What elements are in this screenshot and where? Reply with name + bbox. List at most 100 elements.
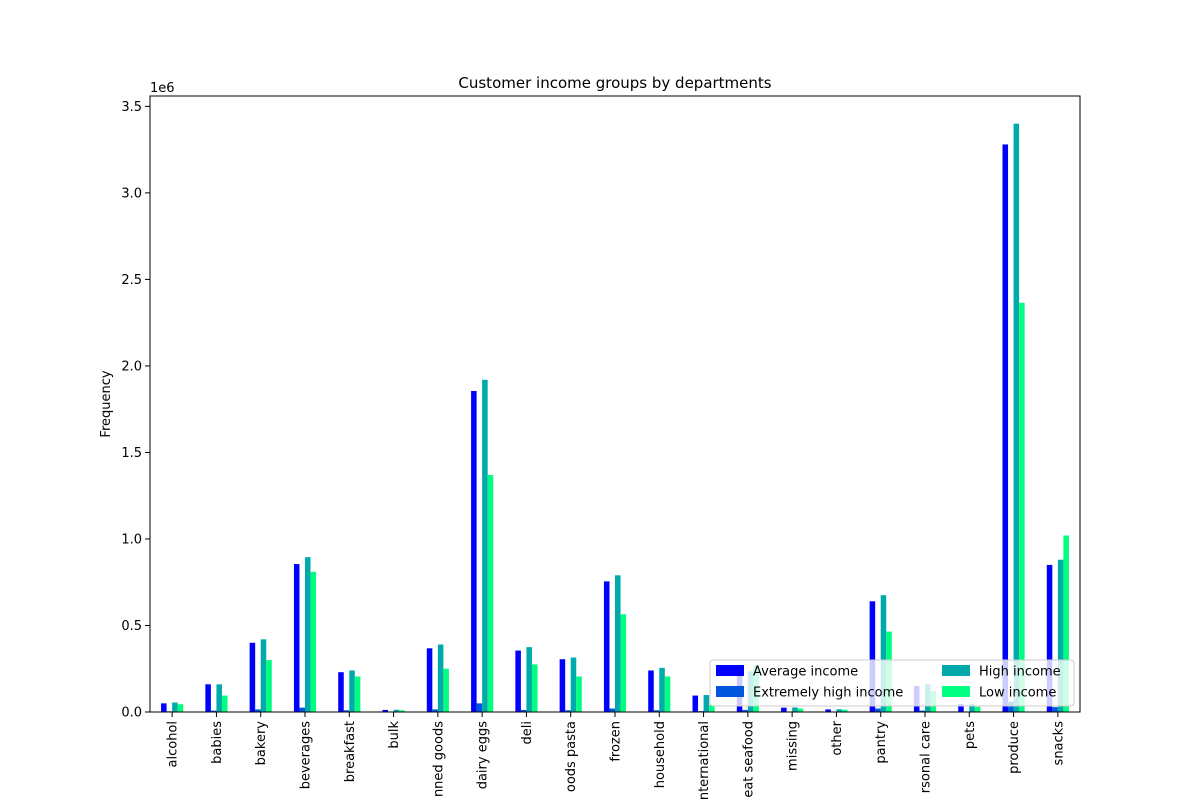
x-tick-label: oods pasta [564,721,579,792]
bar-produce-series-3 [1019,302,1025,712]
legend-swatch [716,686,744,697]
bar-dry-goods-pasta-series-3 [576,676,582,712]
bar-household-series-0 [648,670,654,712]
bar-pets-series-2 [969,704,975,712]
x-tick-label: other [830,720,845,755]
bar-dairy-eggs-series-3 [487,474,494,712]
bar-alcohol-series-2 [172,702,178,712]
bar-bulk-series-3 [399,710,405,712]
bar-international-series-2 [703,695,710,712]
bar-snacks-series-3 [1063,535,1069,712]
bar-pantry-series-0 [869,601,876,712]
bar-pantry-series-2 [880,595,887,712]
y-tick-label: 3.5 [121,100,142,115]
x-tick-label: dairy eggs [476,721,491,790]
bar-frozen-series-0 [603,581,610,712]
bar-beverages-series-3 [310,571,317,712]
bar-bulk-series-0 [382,709,389,712]
bar-other-series-0 [825,709,831,712]
bar-beverages-series-1 [299,707,305,712]
y-tick-label: 1.5 [121,446,142,461]
bar-bakery-series-2 [260,639,267,712]
bar-deli-series-3 [531,664,538,712]
bar-dairy-eggs-series-1 [476,703,483,712]
bar-household-series-1 [653,710,660,712]
bar-household-series-3 [664,676,671,712]
bar-other-series-3 [841,709,848,712]
bar-breakfast-series-0 [338,672,344,712]
bar-babies-series-0 [205,684,211,712]
bar-canned-goods-series-0 [426,648,433,712]
x-tick-label: beverages [299,721,314,790]
bar-breakfast-series-1 [343,710,350,712]
bar-personal-care-series-1 [919,710,925,712]
legend-swatch [942,665,970,676]
y-tick-label: 2.0 [121,359,142,374]
y-axis: 0.0 0.5 1.0 1.5 2.0 2.5 3.0 3.5 [121,100,150,721]
legend-swatch [716,665,744,676]
bar-dairy-eggs-series-2 [482,379,488,712]
bar-missing-series-3 [797,708,804,712]
bar-pantry-series-1 [875,708,881,712]
bar-canned-goods-series-2 [437,644,444,712]
chart-title: Customer income groups by departments [458,74,771,92]
y-tick-label: 1.0 [121,532,142,547]
x-axis: alcohol babies bakery beverages breakfast bul… [166,712,1066,800]
x-tick-label: alcohol [166,721,181,767]
bar-pets-series-0 [958,704,964,712]
bar-pets-series-3 [974,706,981,712]
y-offset-label: 1e6 [150,81,175,96]
plot-frame [149,95,1081,713]
y-tick-label: 0.0 [121,706,142,721]
legend: Average income Extremely high income High … [709,659,1075,707]
x-tick-label: bakery [254,721,269,766]
bar-other-series-2 [836,709,842,712]
x-tick-label: nned goods [431,721,446,797]
bar-breakfast-series-3 [354,676,361,712]
legend-label: Extremely high income [753,686,903,701]
x-tick-label: nternational [697,721,712,800]
bar-bakery-series-1 [255,709,261,712]
bar-frozen-series-2 [615,575,621,712]
bar-dry-goods-pasta-series-2 [570,657,577,712]
bar-meat-seafood-series-1 [742,709,748,712]
y-tick-label: 3.0 [121,186,142,201]
bar-bakery-series-0 [249,642,256,712]
bar-missing-series-2 [792,707,798,712]
bar-international-series-3 [709,705,715,712]
legend-label: Low income [979,686,1056,701]
x-tick-label: pets [963,721,978,749]
x-tick-label: frozen [609,721,624,762]
bar-deli-series-1 [520,709,527,712]
bar-beverages-series-0 [293,564,300,712]
x-tick-label: snacks [1051,721,1066,766]
bar-dairy-eggs-series-0 [471,391,477,712]
bar-canned-goods-series-1 [432,709,438,712]
bar-produce-series-2 [1013,123,1020,712]
bar-canned-goods-series-3 [443,668,449,712]
bar-snacks-series-0 [1046,564,1053,712]
bar-breakfast-series-2 [349,670,355,712]
bar-bakery-series-3 [266,660,272,712]
bars-layer [161,123,1069,712]
bar-dry-goods-pasta-series-1 [565,710,571,712]
bar-deli-series-0 [515,650,521,712]
x-tick-label: produce [1007,721,1022,774]
legend-frame [709,659,1075,707]
x-tick-label: eat seafood [741,721,756,798]
legend-label: High income [979,665,1061,680]
x-tick-label: rsonal care [919,721,934,793]
x-tick-label: bulk [387,721,402,749]
x-tick-label: pantry [874,721,889,764]
bar-alcohol-series-0 [161,703,167,712]
bar-produce-series-1 [1008,701,1014,712]
bar-babies-series-1 [210,710,217,712]
bar-babies-series-3 [221,695,228,712]
bar-international-series-0 [692,695,699,712]
x-tick-label: missing [786,721,801,771]
y-tick-label: 0.5 [121,619,142,634]
x-tick-label: babies [210,721,225,764]
bar-frozen-series-1 [609,708,615,712]
bar-alcohol-series-3 [177,704,184,712]
